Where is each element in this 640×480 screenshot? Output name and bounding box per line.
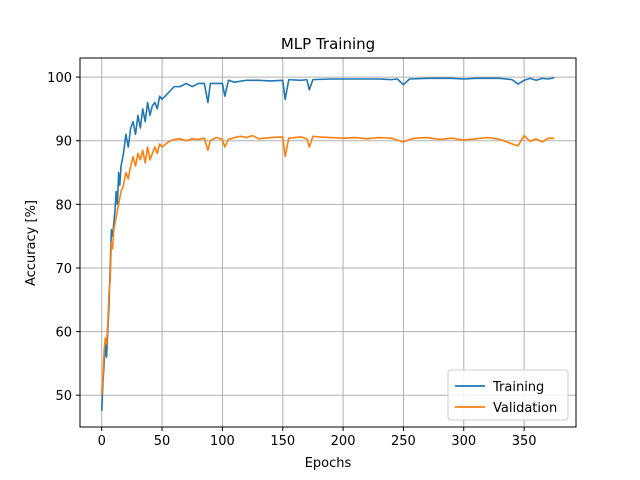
legend: Training Validation <box>447 369 569 421</box>
y-tick-label: 80 <box>55 198 72 213</box>
x-tick-label: 250 <box>391 434 416 449</box>
x-tick-label: 100 <box>210 434 235 449</box>
plot-frame <box>79 57 577 428</box>
x-axis-ticks: 0 50 100 150 200 250 300 350 <box>98 427 537 449</box>
legend-label-training: Training <box>492 380 544 395</box>
x-axis-title: Epochs <box>305 456 352 471</box>
y-axis-title: Accuracy [%] <box>24 200 39 286</box>
chart-title: MLP Training <box>281 35 375 53</box>
series-line-training <box>100 76 555 412</box>
x-tick-label: 300 <box>451 434 476 449</box>
y-axis-ticks: 50 60 70 80 90 100 <box>47 71 80 404</box>
x-tick-label: 150 <box>270 434 295 449</box>
y-tick-label: 60 <box>55 326 72 341</box>
x-tick-label: 0 <box>98 434 106 449</box>
x-tick-label: 200 <box>331 434 356 449</box>
x-tick-label: 350 <box>512 434 537 449</box>
legend-label-validation: Validation <box>493 401 557 416</box>
x-tick-label: 50 <box>154 434 171 449</box>
series-layer <box>100 76 555 412</box>
y-tick-label: 100 <box>47 71 72 86</box>
y-tick-label: 70 <box>55 262 72 277</box>
y-tick-label: 50 <box>55 389 72 404</box>
y-tick-label: 90 <box>55 135 72 150</box>
series-line-validation <box>100 134 555 396</box>
grid <box>80 58 576 427</box>
